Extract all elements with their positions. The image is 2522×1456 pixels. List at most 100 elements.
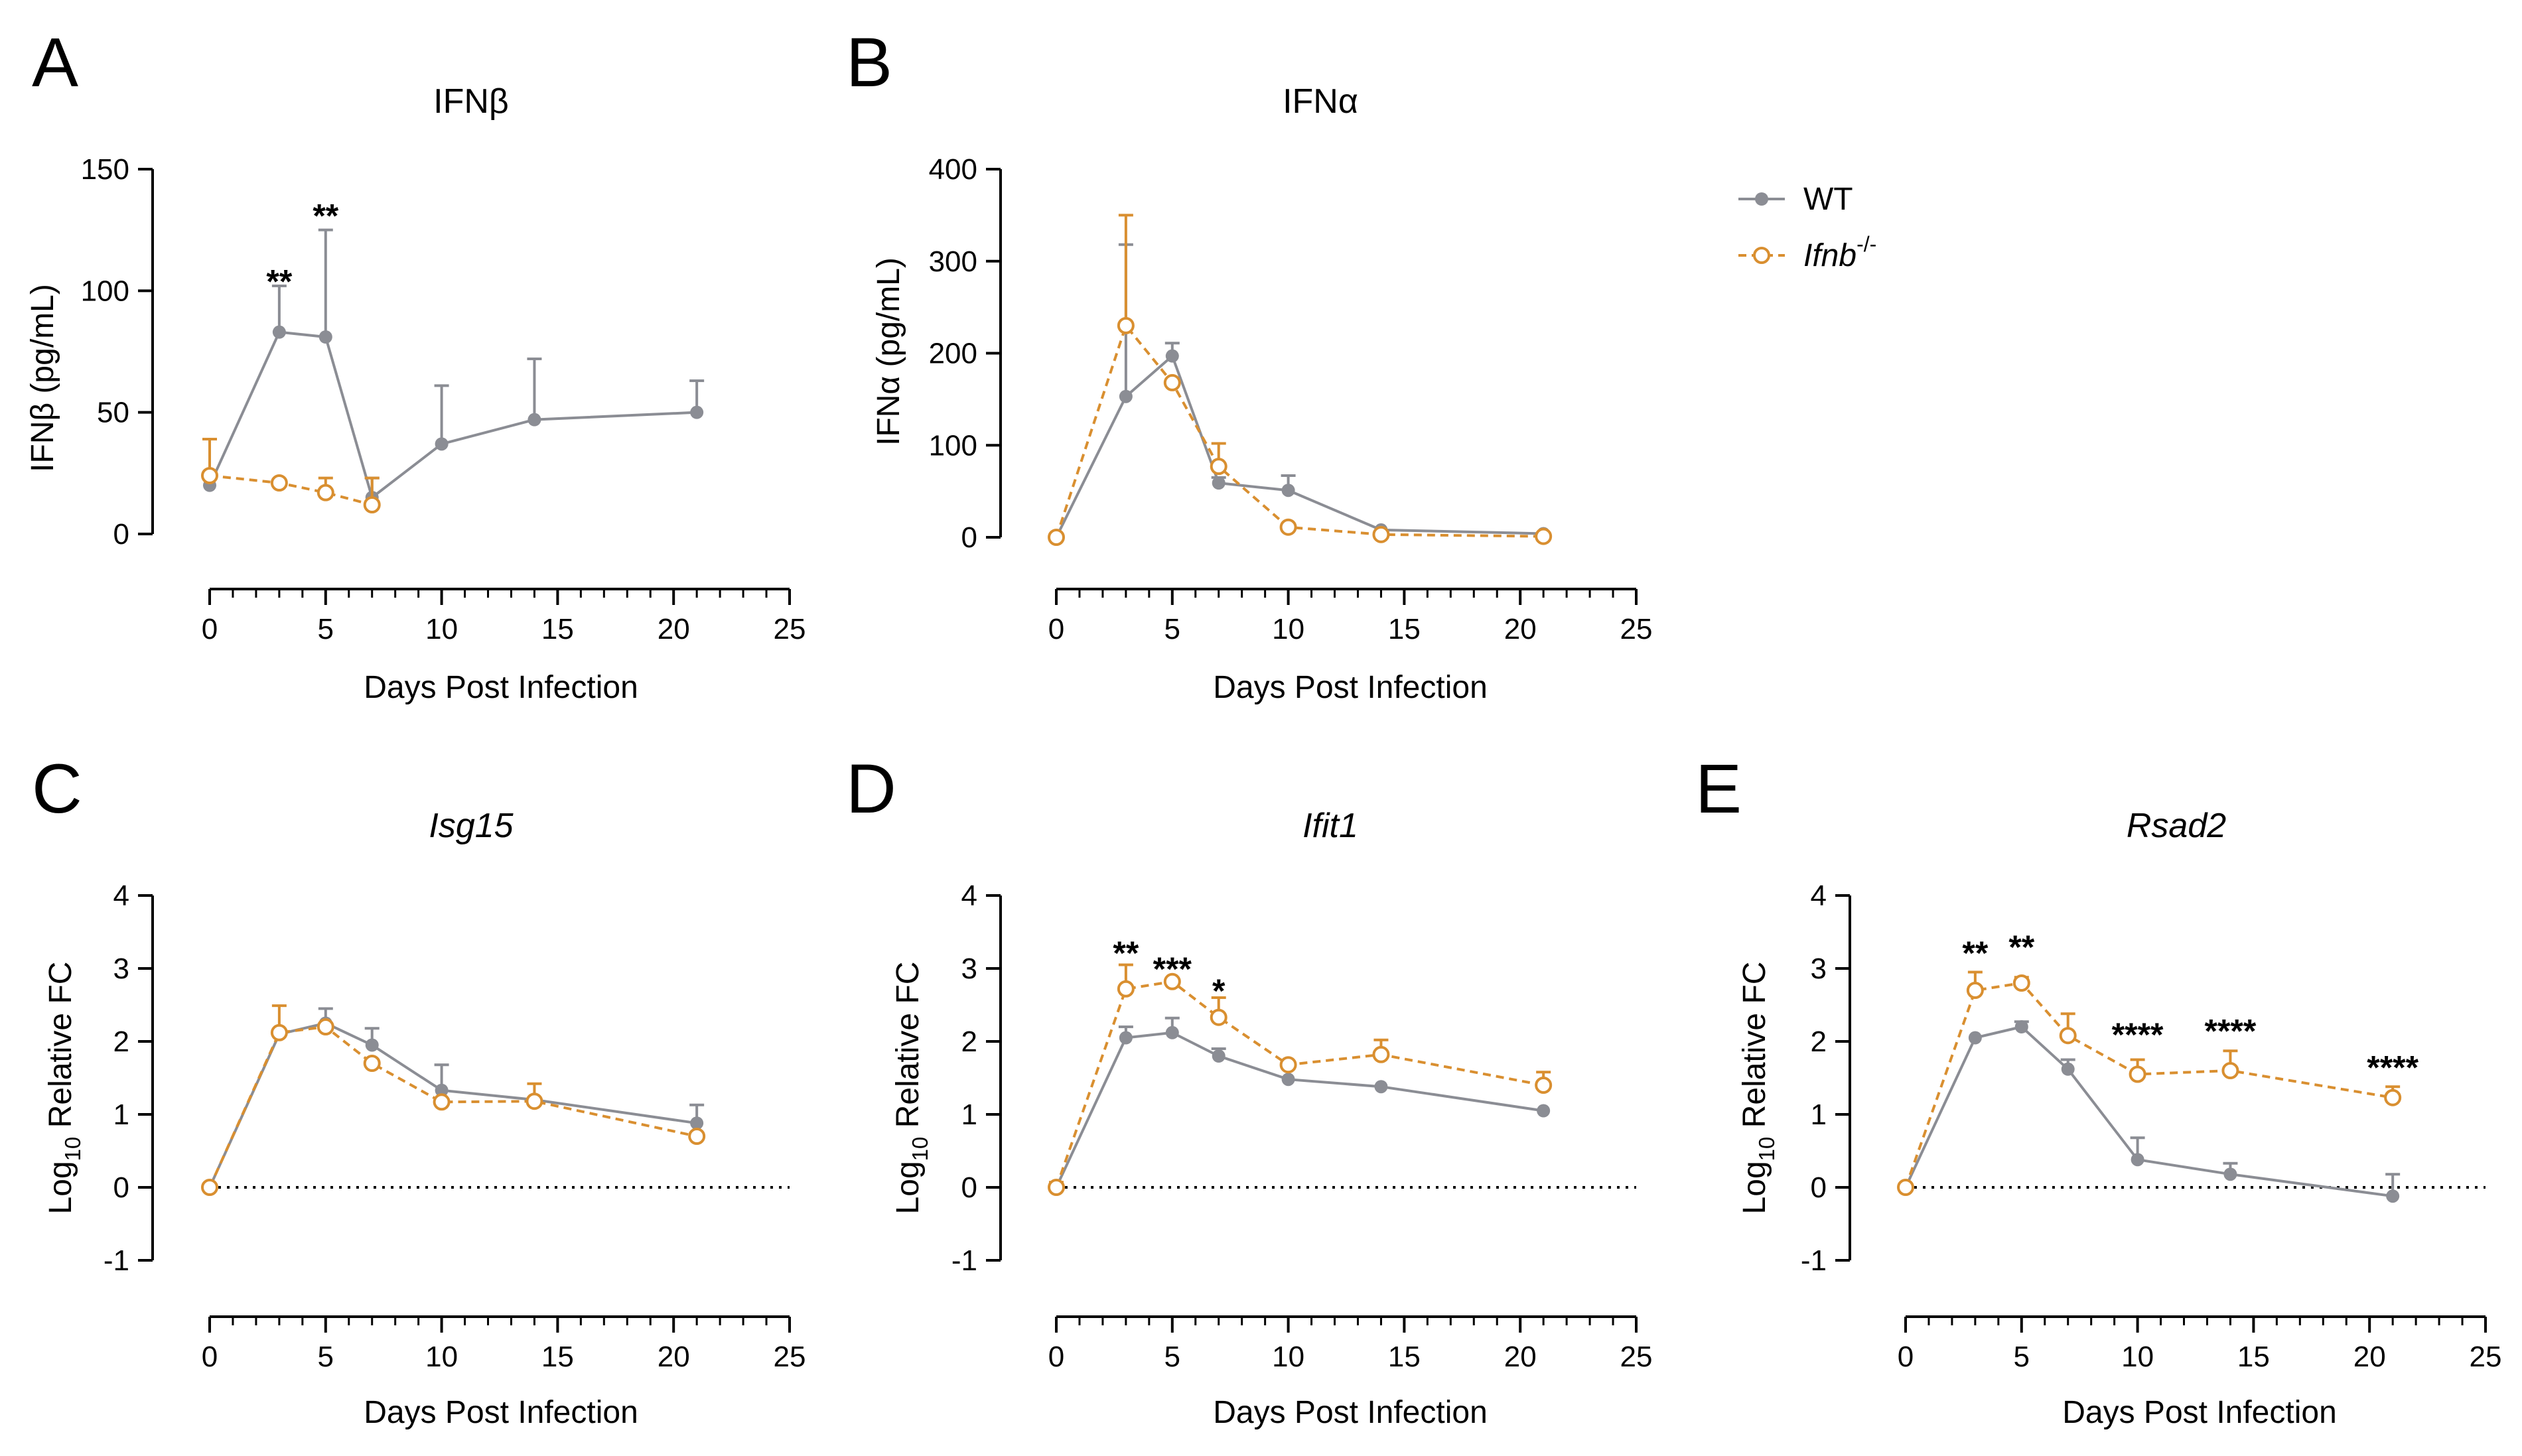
legend: WT Ifnb-/- (1738, 182, 1876, 273)
y-tick-label: 0 (113, 1171, 129, 1204)
data-point (2384, 1089, 2402, 1106)
x-tick-label: 10 (425, 613, 458, 645)
x-tick-label: 20 (658, 613, 690, 645)
data-point (1163, 373, 1181, 391)
panel-a: A IFNβ IFNβ (pg/mL) Days Post Infection … (25, 24, 806, 705)
panel-title: IFNα (1283, 82, 1358, 121)
y-tick-label: 0 (961, 521, 977, 554)
panel-letter: C (32, 750, 82, 828)
data-point (1165, 349, 1179, 363)
x-tick-label: 20 (2353, 1341, 2386, 1373)
axes: -1 0 1 2 3 4 0 5 10 15 20 25 (104, 880, 806, 1373)
data-point (690, 1116, 704, 1130)
x-axis-label: Days Post Infection (1213, 670, 1488, 705)
x-axis-label: Days Post Infection (364, 1395, 638, 1430)
y-tick-label: -1 (951, 1244, 977, 1277)
series-ko (1897, 970, 2402, 1196)
y-tick-label: -1 (1801, 1244, 1827, 1277)
data-point (2061, 1062, 2075, 1076)
y-axis-label-base: Log (1737, 1161, 1772, 1214)
data-point (2223, 1167, 2237, 1181)
y-tick-label: 100 (929, 429, 977, 462)
data-point (690, 405, 704, 419)
data-point (1212, 1049, 1226, 1063)
data-point (1119, 1031, 1133, 1045)
series-line (208, 1025, 697, 1188)
axes: 0 100 200 300 400 0 5 10 15 20 25 (929, 153, 1653, 645)
legend-wt-label: WT (1803, 182, 1853, 217)
y-tick-label: 300 (929, 245, 977, 278)
legend-ko-label: Ifnb-/- (1803, 232, 1876, 273)
y-axis-label: IFNα (pg/mL) (871, 257, 906, 446)
x-tick-label: 10 (425, 1341, 458, 1373)
panel-title: IFNβ (433, 82, 509, 121)
y-tick-label: 4 (113, 880, 129, 912)
data-point (433, 1093, 451, 1111)
plot-area (1048, 214, 1553, 546)
data-point (2131, 1153, 2144, 1167)
y-tick-label: 3 (961, 953, 977, 985)
series-ko (201, 1004, 706, 1196)
series-wt (1050, 1016, 1551, 1194)
panel-d: D Ifit1 Log10 Relative FC Days Post Infe… (846, 750, 1652, 1430)
panel-letter: D (846, 750, 896, 828)
x-tick-label: 0 (1048, 1341, 1064, 1373)
y-tick-label: 2 (113, 1026, 129, 1058)
series-line (1055, 322, 1544, 538)
legend-item-ifnb-knockout: Ifnb-/- (1738, 232, 1876, 273)
data-point (316, 1018, 334, 1035)
y-tick-label: 0 (961, 1171, 977, 1204)
x-axis-label: Days Post Infection (364, 670, 638, 705)
data-point (1966, 982, 1984, 999)
data-point (1212, 476, 1226, 490)
data-point (1165, 1026, 1179, 1039)
plot-area: ** **** (1048, 935, 1553, 1196)
y-axis-label: Log10 Relative FC (43, 962, 85, 1215)
x-axis-label: Days Post Infection (1213, 1395, 1488, 1430)
x-tick-label: 25 (774, 613, 806, 645)
plot-area: ** ** (201, 198, 705, 513)
legend-ko-superscript: -/- (1856, 232, 1876, 256)
x-tick-label: 5 (318, 1341, 334, 1373)
data-point (1968, 1031, 1982, 1045)
y-tick-label: 400 (929, 153, 977, 186)
data-point (1372, 1045, 1390, 1063)
y-axis-label-rest: Relative FC (1737, 962, 1772, 1137)
y-tick-label: 3 (1811, 953, 1827, 985)
data-point (2386, 1189, 2400, 1203)
x-tick-label: 25 (1620, 1341, 1653, 1373)
significance-marker: ** (1113, 935, 1139, 972)
data-point (1117, 980, 1135, 998)
data-point (688, 1128, 706, 1145)
x-tick-label: 20 (1504, 1341, 1537, 1373)
y-tick-label: 2 (1811, 1026, 1827, 1058)
x-tick-label: 15 (1388, 1341, 1421, 1373)
y-tick-label: 100 (81, 275, 129, 307)
data-point (1048, 529, 1065, 546)
axes: -1 0 1 2 3 4 0 5 10 15 20 25 (951, 880, 1653, 1373)
data-point (1279, 518, 1297, 536)
data-point (435, 1083, 449, 1097)
data-point (272, 325, 286, 339)
data-point (1117, 316, 1135, 334)
x-tick-label: 10 (2121, 1341, 2154, 1373)
x-tick-label: 5 (1164, 1341, 1180, 1373)
significance-marker: ** (266, 263, 292, 300)
y-tick-label: 1 (1811, 1098, 1827, 1131)
data-point (2129, 1065, 2146, 1083)
y-tick-label: 200 (929, 338, 977, 370)
data-point (2221, 1062, 2239, 1079)
x-axis-label: Days Post Infection (2062, 1395, 2337, 1430)
data-point (1374, 1080, 1388, 1094)
x-tick-label: 25 (774, 1341, 806, 1373)
significance-marker: **** (2205, 1013, 2257, 1050)
data-point (1537, 1104, 1551, 1118)
panel-title: Rsad2 (2127, 807, 2226, 845)
data-point (435, 437, 449, 451)
data-point (1119, 389, 1133, 403)
y-tick-label: 4 (961, 880, 977, 912)
y-tick-label: 1 (961, 1098, 977, 1131)
y-tick-label: 2 (961, 1026, 977, 1058)
series-ko (1048, 963, 1553, 1196)
y-axis-label-subscript: 10 (1754, 1137, 1779, 1161)
